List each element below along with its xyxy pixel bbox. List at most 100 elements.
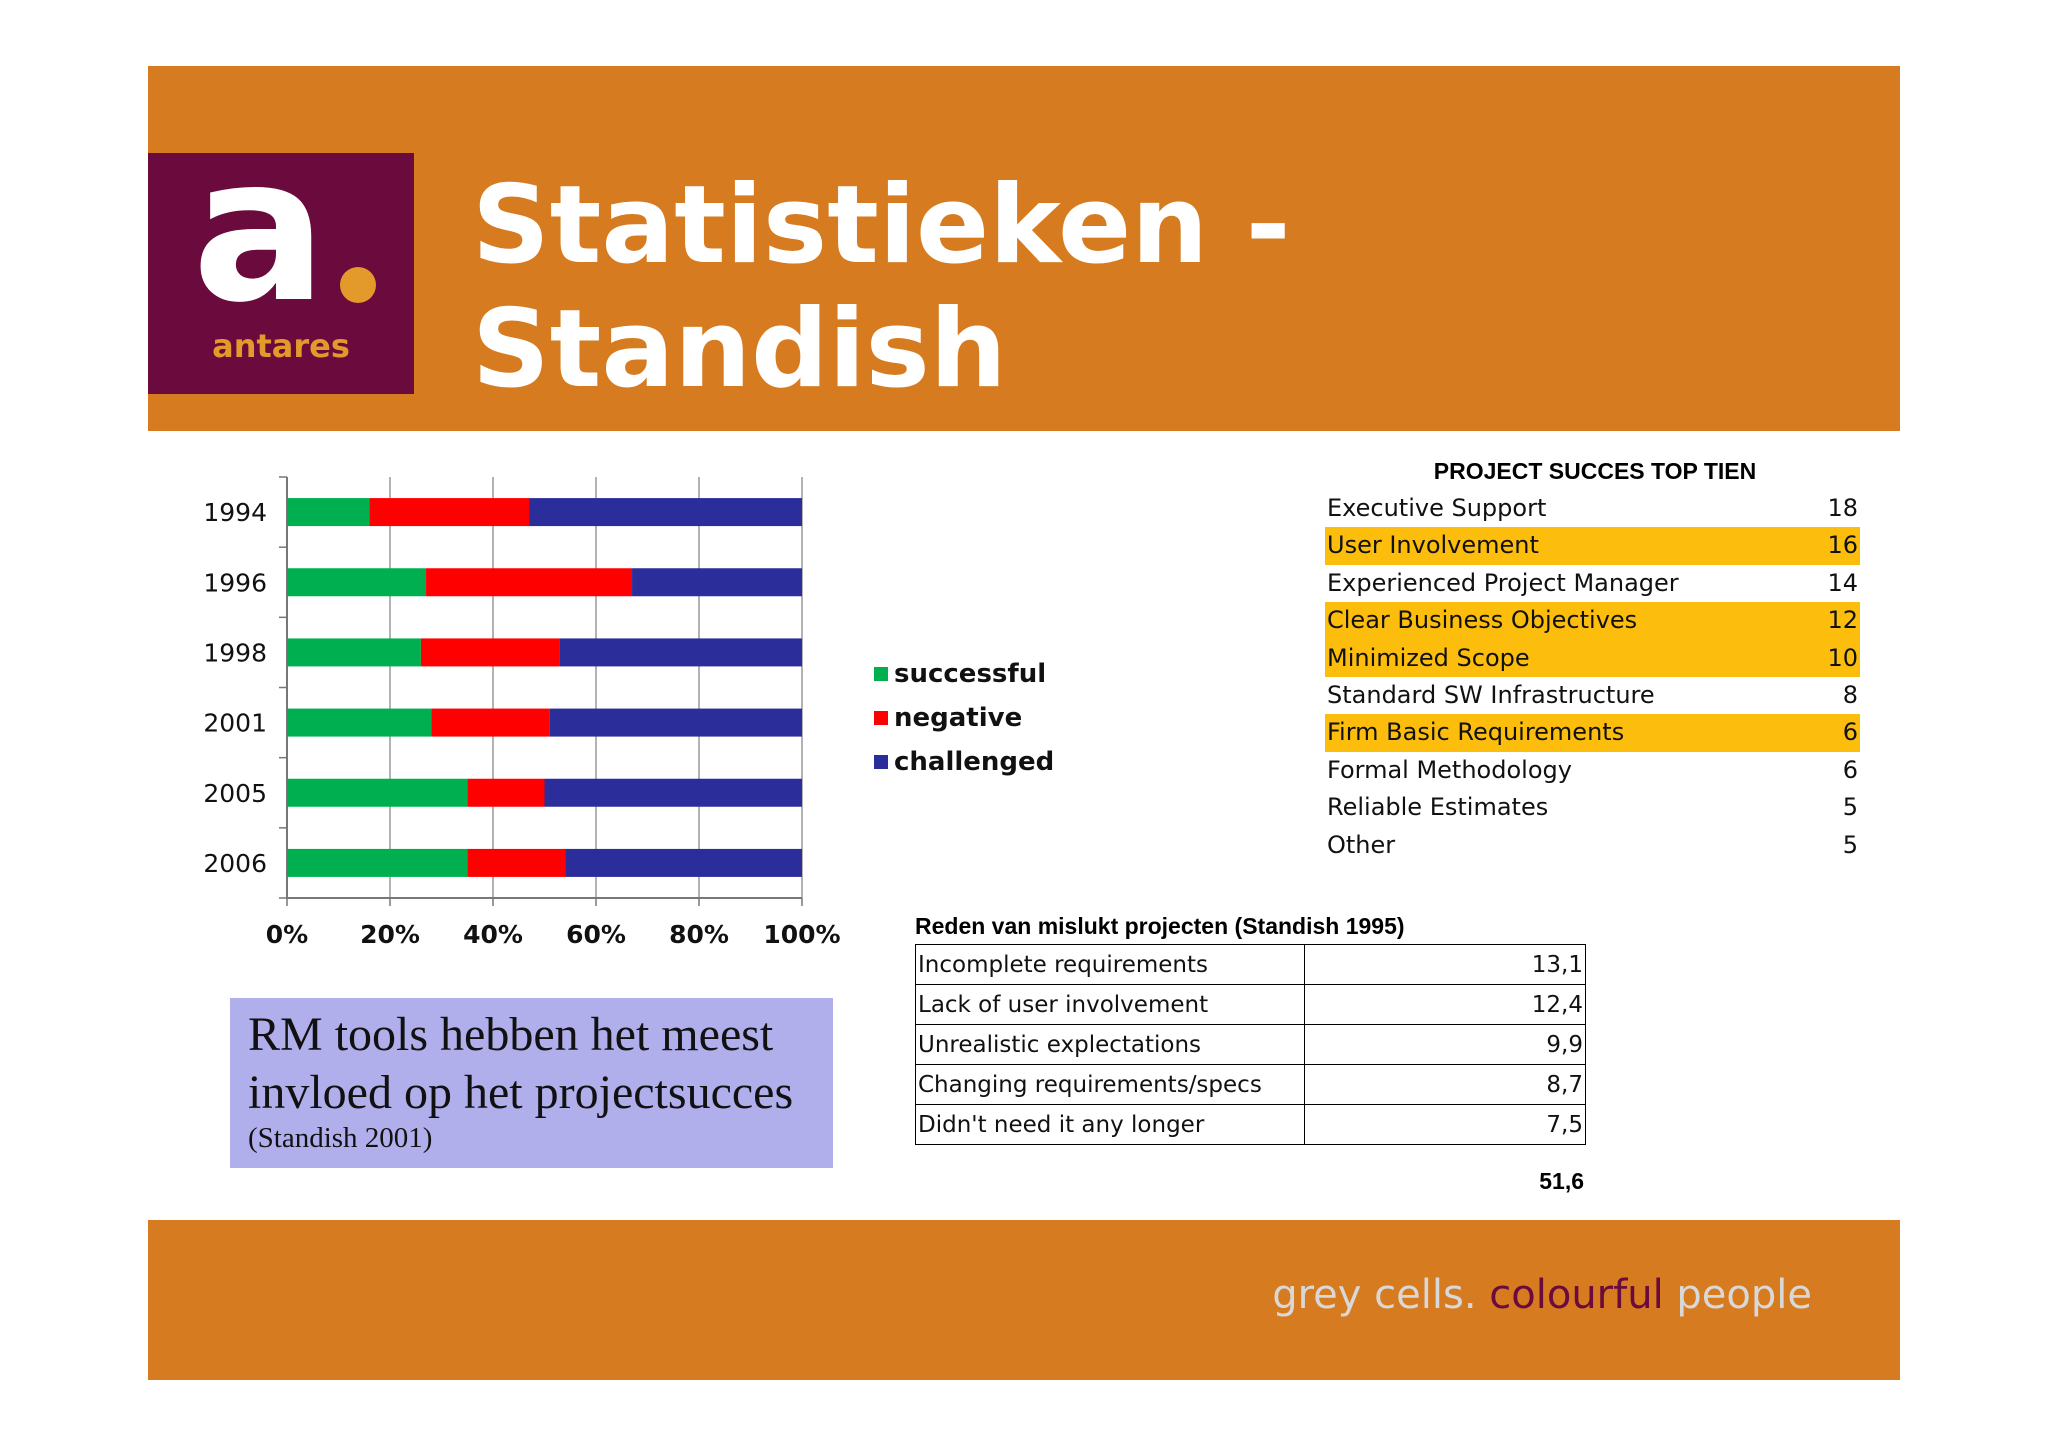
y-tick-label: 2001 xyxy=(203,709,267,738)
table-row: Unrealistic explectations 9,9 xyxy=(915,1024,1586,1065)
top-ten-row: Reliable Estimates 5 xyxy=(1325,789,1860,826)
header-band xyxy=(148,66,1900,431)
legend-item-successful: successful xyxy=(874,652,1054,696)
top-ten-label: Reliable Estimates xyxy=(1327,793,1549,822)
top-ten-row: User Involvement 16 xyxy=(1325,527,1860,565)
top-ten-label: Other xyxy=(1327,830,1396,859)
top-ten-list: Executive Support 18 User Involvement 16 E… xyxy=(1325,490,1860,864)
top-ten-row: Standard SW Infrastructure 8 xyxy=(1325,677,1860,714)
reason-label: Changing requirements/specs xyxy=(915,1064,1305,1105)
legend-swatch-challenged xyxy=(874,755,888,769)
y-tick-label: 2005 xyxy=(203,779,267,808)
top-ten-value: 6 xyxy=(1842,718,1858,747)
tagline-grey: grey cells. xyxy=(1272,1272,1477,1318)
y-tick-label: 1994 xyxy=(203,498,267,527)
bar-negative-1994 xyxy=(369,498,530,527)
top-ten-value: 14 xyxy=(1827,568,1858,597)
top-ten-label: Minimized Scope xyxy=(1327,643,1530,672)
bar-successful-2006 xyxy=(287,848,468,877)
bar-negative-2006 xyxy=(467,848,566,877)
quote-box: RM tools hebben het meest invloed op het… xyxy=(230,998,833,1168)
legend-label: successful xyxy=(894,659,1047,689)
footer-band: grey cells. colourful people xyxy=(148,1220,1900,1380)
top-ten-value: 16 xyxy=(1827,531,1858,560)
top-ten-row: Clear Business Objectives 12 xyxy=(1325,602,1860,640)
logo-wordmark: antares xyxy=(212,327,350,365)
top-ten-title: PROJECT SUCCES TOP TIEN xyxy=(1433,458,1757,484)
x-tick-label: 0% xyxy=(266,920,308,949)
bar-challenged-1998 xyxy=(559,638,802,667)
reason-value: 7,5 xyxy=(1304,1104,1586,1145)
tagline-purple: colourful xyxy=(1489,1272,1664,1318)
top-ten-label: Standard SW Infrastructure xyxy=(1327,680,1655,709)
tagline-grey2: people xyxy=(1676,1272,1812,1318)
table-row: Lack of user involvement 12,4 xyxy=(915,984,1586,1025)
antares-logo: a antares xyxy=(148,131,414,394)
page-title-line1: Statistieken - xyxy=(472,163,1291,288)
top-ten-label: Experienced Project Manager xyxy=(1327,568,1679,597)
reasons-table: Incomplete requirements 13,1 Lack of user… xyxy=(915,944,1586,1145)
x-tick-label: 20% xyxy=(360,920,420,949)
x-tick-label: 60% xyxy=(566,920,626,949)
top-ten-value: 12 xyxy=(1827,606,1858,635)
x-tick-label: 100% xyxy=(763,920,840,949)
bar-successful-2001 xyxy=(287,708,432,737)
tagline: grey cells. colourful people xyxy=(1272,1272,1812,1318)
quote-citation: (Standish 2001) xyxy=(248,1122,433,1154)
top-ten-row: Formal Methodology 6 xyxy=(1325,752,1860,789)
bar-challenged-1996 xyxy=(632,568,802,597)
top-ten-row: Executive Support 18 xyxy=(1325,490,1860,527)
table-row: Incomplete requirements 13,1 xyxy=(915,944,1586,985)
legend-label: challenged xyxy=(894,747,1055,777)
legend-item-challenged: challenged xyxy=(874,740,1054,784)
top-ten-row: Experienced Project Manager 14 xyxy=(1325,565,1860,602)
reason-label: Unrealistic explectations xyxy=(915,1024,1305,1065)
page-title-line2: Standish xyxy=(472,287,1007,412)
top-ten-label: Clear Business Objectives xyxy=(1327,606,1638,635)
reasons-title: Reden van mislukt projecten (Standish 19… xyxy=(915,913,1405,939)
bar-challenged-1994 xyxy=(529,498,802,527)
top-ten-row: Firm Basic Requirements 6 xyxy=(1325,714,1860,752)
bar-challenged-2005 xyxy=(544,778,802,807)
top-ten-value: 18 xyxy=(1827,494,1858,522)
top-ten-label: User Involvement xyxy=(1327,531,1539,560)
x-tick-label: 40% xyxy=(463,920,523,949)
quote-text: RM tools hebben het meest invloed op het… xyxy=(248,1008,794,1119)
top-ten-row: Other 5 xyxy=(1325,827,1860,864)
standish-stacked-bar-chart: 0% 20% 40% 60% 80% 100% 1994 1996 1998 2001 2005 20… xyxy=(203,476,841,949)
bar-negative-2005 xyxy=(467,778,545,807)
bar-challenged-2001 xyxy=(549,708,802,737)
bar-successful-2005 xyxy=(287,778,468,807)
bar-negative-2001 xyxy=(431,708,550,737)
legend-swatch-negative xyxy=(874,711,888,725)
reason-value: 9,9 xyxy=(1304,1024,1586,1065)
bar-successful-1996 xyxy=(287,568,427,597)
top-ten-label: Executive Support xyxy=(1327,494,1547,522)
x-tick-label: 80% xyxy=(669,920,729,949)
top-ten-value: 8 xyxy=(1842,680,1858,709)
chart-legend: successful negative challenged xyxy=(874,652,1054,784)
logo-dot-icon xyxy=(340,267,376,303)
top-ten-label: Firm Basic Requirements xyxy=(1327,718,1625,747)
bar-successful-1994 xyxy=(287,498,370,527)
reasons-total: 51,6 xyxy=(1539,1168,1584,1194)
reason-value: 8,7 xyxy=(1304,1064,1586,1105)
reason-value: 13,1 xyxy=(1304,944,1586,985)
legend-label: negative xyxy=(894,703,1023,733)
reason-label: Lack of user involvement xyxy=(915,984,1305,1025)
bar-challenged-2006 xyxy=(565,848,802,877)
reason-label: Incomplete requirements xyxy=(915,944,1305,985)
legend-item-negative: negative xyxy=(874,696,1054,740)
reason-label: Didn't need it any longer xyxy=(915,1104,1305,1145)
top-ten-label: Formal Methodology xyxy=(1327,755,1572,784)
y-tick-label: 2006 xyxy=(203,849,267,878)
top-ten-value: 5 xyxy=(1842,830,1858,859)
bar-successful-1998 xyxy=(287,638,421,667)
bar-negative-1998 xyxy=(420,638,560,667)
top-ten-row: Minimized Scope 10 xyxy=(1325,639,1860,677)
reason-value: 12,4 xyxy=(1304,984,1586,1025)
y-tick-label: 1996 xyxy=(203,568,267,597)
top-ten-value: 10 xyxy=(1827,643,1858,672)
top-ten-value: 6 xyxy=(1842,755,1858,784)
bar-negative-1996 xyxy=(426,568,633,597)
